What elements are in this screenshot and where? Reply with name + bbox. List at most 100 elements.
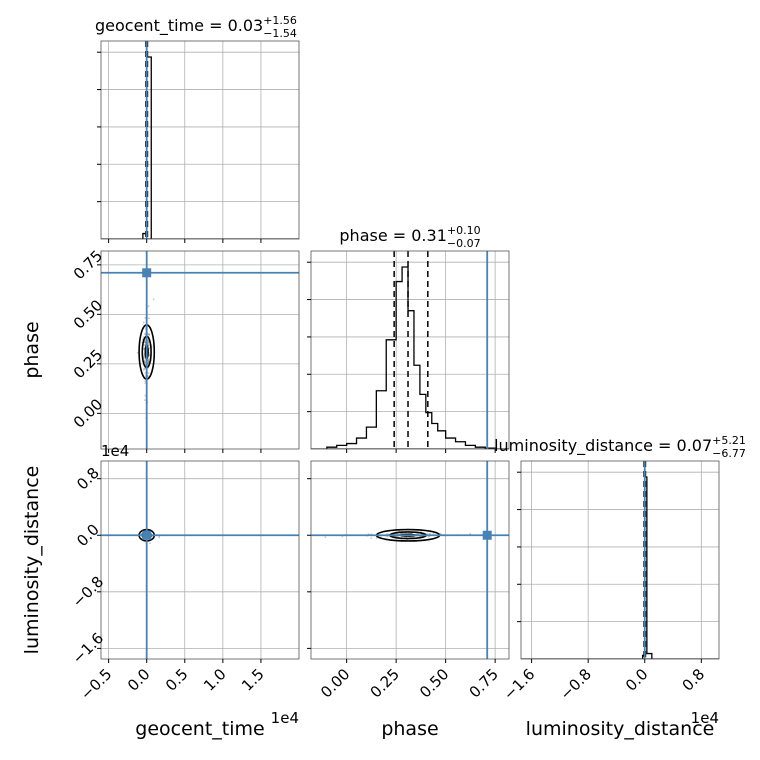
panel-frame xyxy=(100,250,300,450)
sample-point xyxy=(152,298,155,301)
panel-frame xyxy=(310,460,510,660)
y-axis-label-phase: phase xyxy=(21,321,43,378)
x-tick-label-luminosity_distance: 0.8 xyxy=(679,665,709,695)
histogram-phase xyxy=(326,266,496,449)
sample-point xyxy=(143,333,146,335)
x-axis-label-luminosity_distance: luminosity_distance xyxy=(526,718,715,740)
sample-point xyxy=(144,341,146,344)
sample-point xyxy=(144,341,147,344)
sample-point xyxy=(144,394,147,397)
panel-bg-geocent_time-geocent_time xyxy=(101,41,299,239)
panel-content-geocent_time-geocent_time xyxy=(101,41,299,239)
title-main: luminosity_distance = 0.07 xyxy=(494,436,712,456)
panel-bg-phase-geocent_time xyxy=(101,251,299,449)
sample-point xyxy=(148,333,150,336)
y-tick-label-luminosity_distance: 0.8 xyxy=(73,464,103,494)
title-lower-error: −0.07 xyxy=(447,237,481,250)
sample-point xyxy=(469,532,472,535)
panel-content-luminosity_distance-luminosity_distance xyxy=(521,461,719,659)
sample-point xyxy=(143,348,145,350)
x-tick-label-geocent_time: 0.0 xyxy=(124,665,154,695)
x-offset-label-geocent_time: 1e4 xyxy=(271,709,299,727)
sample-point xyxy=(158,536,161,539)
panel-bg-luminosity_distance-luminosity_distance xyxy=(521,461,719,659)
panel-content-phase-geocent_time xyxy=(101,251,299,449)
x-tick-label-phase: 0.75 xyxy=(466,665,502,701)
title-upper-error: +1.56 xyxy=(263,14,297,27)
x-tick-label-luminosity_distance: 0.0 xyxy=(622,665,652,695)
sample-point xyxy=(148,333,150,336)
title-upper-error: +5.21 xyxy=(712,434,746,447)
x-tick-label-luminosity_distance: −0.8 xyxy=(557,665,595,703)
sample-point xyxy=(136,351,139,354)
x-tick-label-phase: 0.25 xyxy=(367,665,403,701)
sample-point xyxy=(144,380,147,383)
truth-marker xyxy=(482,530,492,540)
sample-point xyxy=(144,316,147,319)
panel-content-luminosity_distance-geocent_time xyxy=(101,461,299,659)
sample-point xyxy=(143,355,146,358)
sample-point xyxy=(149,542,152,545)
y-tick-label-luminosity_distance: 0.0 xyxy=(73,520,103,550)
sample-point xyxy=(143,356,145,359)
sample-point xyxy=(142,368,145,371)
sample-point xyxy=(370,537,373,540)
sample-point xyxy=(375,537,378,539)
y-offset-label-luminosity_distance: 1e4 xyxy=(101,442,129,460)
panel-title-phase: phase = 0.31+0.10 xyxy=(339,224,480,245)
sample-point xyxy=(142,336,145,339)
x-axis-label-geocent_time: geocent_time xyxy=(135,718,264,740)
panel-bg-luminosity_distance-geocent_time xyxy=(101,461,299,659)
truth-marker xyxy=(142,268,152,278)
x-tick-label-phase: 0.50 xyxy=(416,665,452,701)
sample-point xyxy=(147,344,150,347)
title-lower-error: −1.54 xyxy=(263,27,297,40)
sample-point xyxy=(144,341,147,344)
panel-bg-phase-phase xyxy=(311,251,509,449)
sample-point xyxy=(143,344,146,347)
panel-frame xyxy=(100,460,300,660)
sample-point xyxy=(143,399,146,402)
sample-point xyxy=(429,532,432,535)
panel-content-phase-phase xyxy=(311,251,509,449)
x-axis-label-phase: phase xyxy=(381,718,438,740)
sample-point xyxy=(147,341,150,344)
sample-point xyxy=(147,360,150,362)
sample-point xyxy=(144,382,147,385)
sample-point xyxy=(144,359,146,362)
y-axis-label-luminosity_distance: luminosity_distance xyxy=(21,466,43,655)
panel-frame xyxy=(100,40,300,240)
sample-point xyxy=(148,317,150,320)
sample-point xyxy=(147,361,150,364)
sample-point xyxy=(148,347,151,350)
title-upper-error: +0.10 xyxy=(447,224,481,237)
sample-point xyxy=(426,532,429,535)
panel-title-luminosity_distance: luminosity_distance = 0.07+5.21 xyxy=(494,434,746,456)
title-lower-error: −6.77 xyxy=(712,447,746,460)
panel-bg-luminosity_distance-phase xyxy=(311,461,509,659)
sample-point xyxy=(148,334,151,336)
x-tick-label-geocent_time: 1.0 xyxy=(200,665,230,695)
title-main: phase = 0.31 xyxy=(339,226,446,245)
x-tick-label-geocent_time: 0.5 xyxy=(162,665,192,695)
sample-point xyxy=(324,536,327,539)
sample-point xyxy=(143,367,146,370)
sample-point xyxy=(147,344,150,346)
x-tick-label-luminosity_distance: −1.6 xyxy=(500,665,538,703)
sample-point xyxy=(142,321,145,324)
sample-point xyxy=(143,340,146,343)
panel-content-luminosity_distance-phase xyxy=(311,461,509,659)
sample-point xyxy=(147,359,150,361)
sample-point xyxy=(148,353,151,356)
sample-point xyxy=(427,535,430,538)
x-offset-label-luminosity_distance: 1e4 xyxy=(691,709,719,727)
sample-point xyxy=(147,372,150,374)
title-main: geocent_time = 0.03 xyxy=(95,16,263,36)
sample-point xyxy=(147,305,150,308)
x-tick-label-phase: 0.00 xyxy=(317,665,353,701)
sample-point xyxy=(147,340,150,343)
panel-frame xyxy=(310,250,510,450)
sample-point xyxy=(432,532,435,535)
x-tick-label-geocent_time: −0.5 xyxy=(77,665,115,703)
